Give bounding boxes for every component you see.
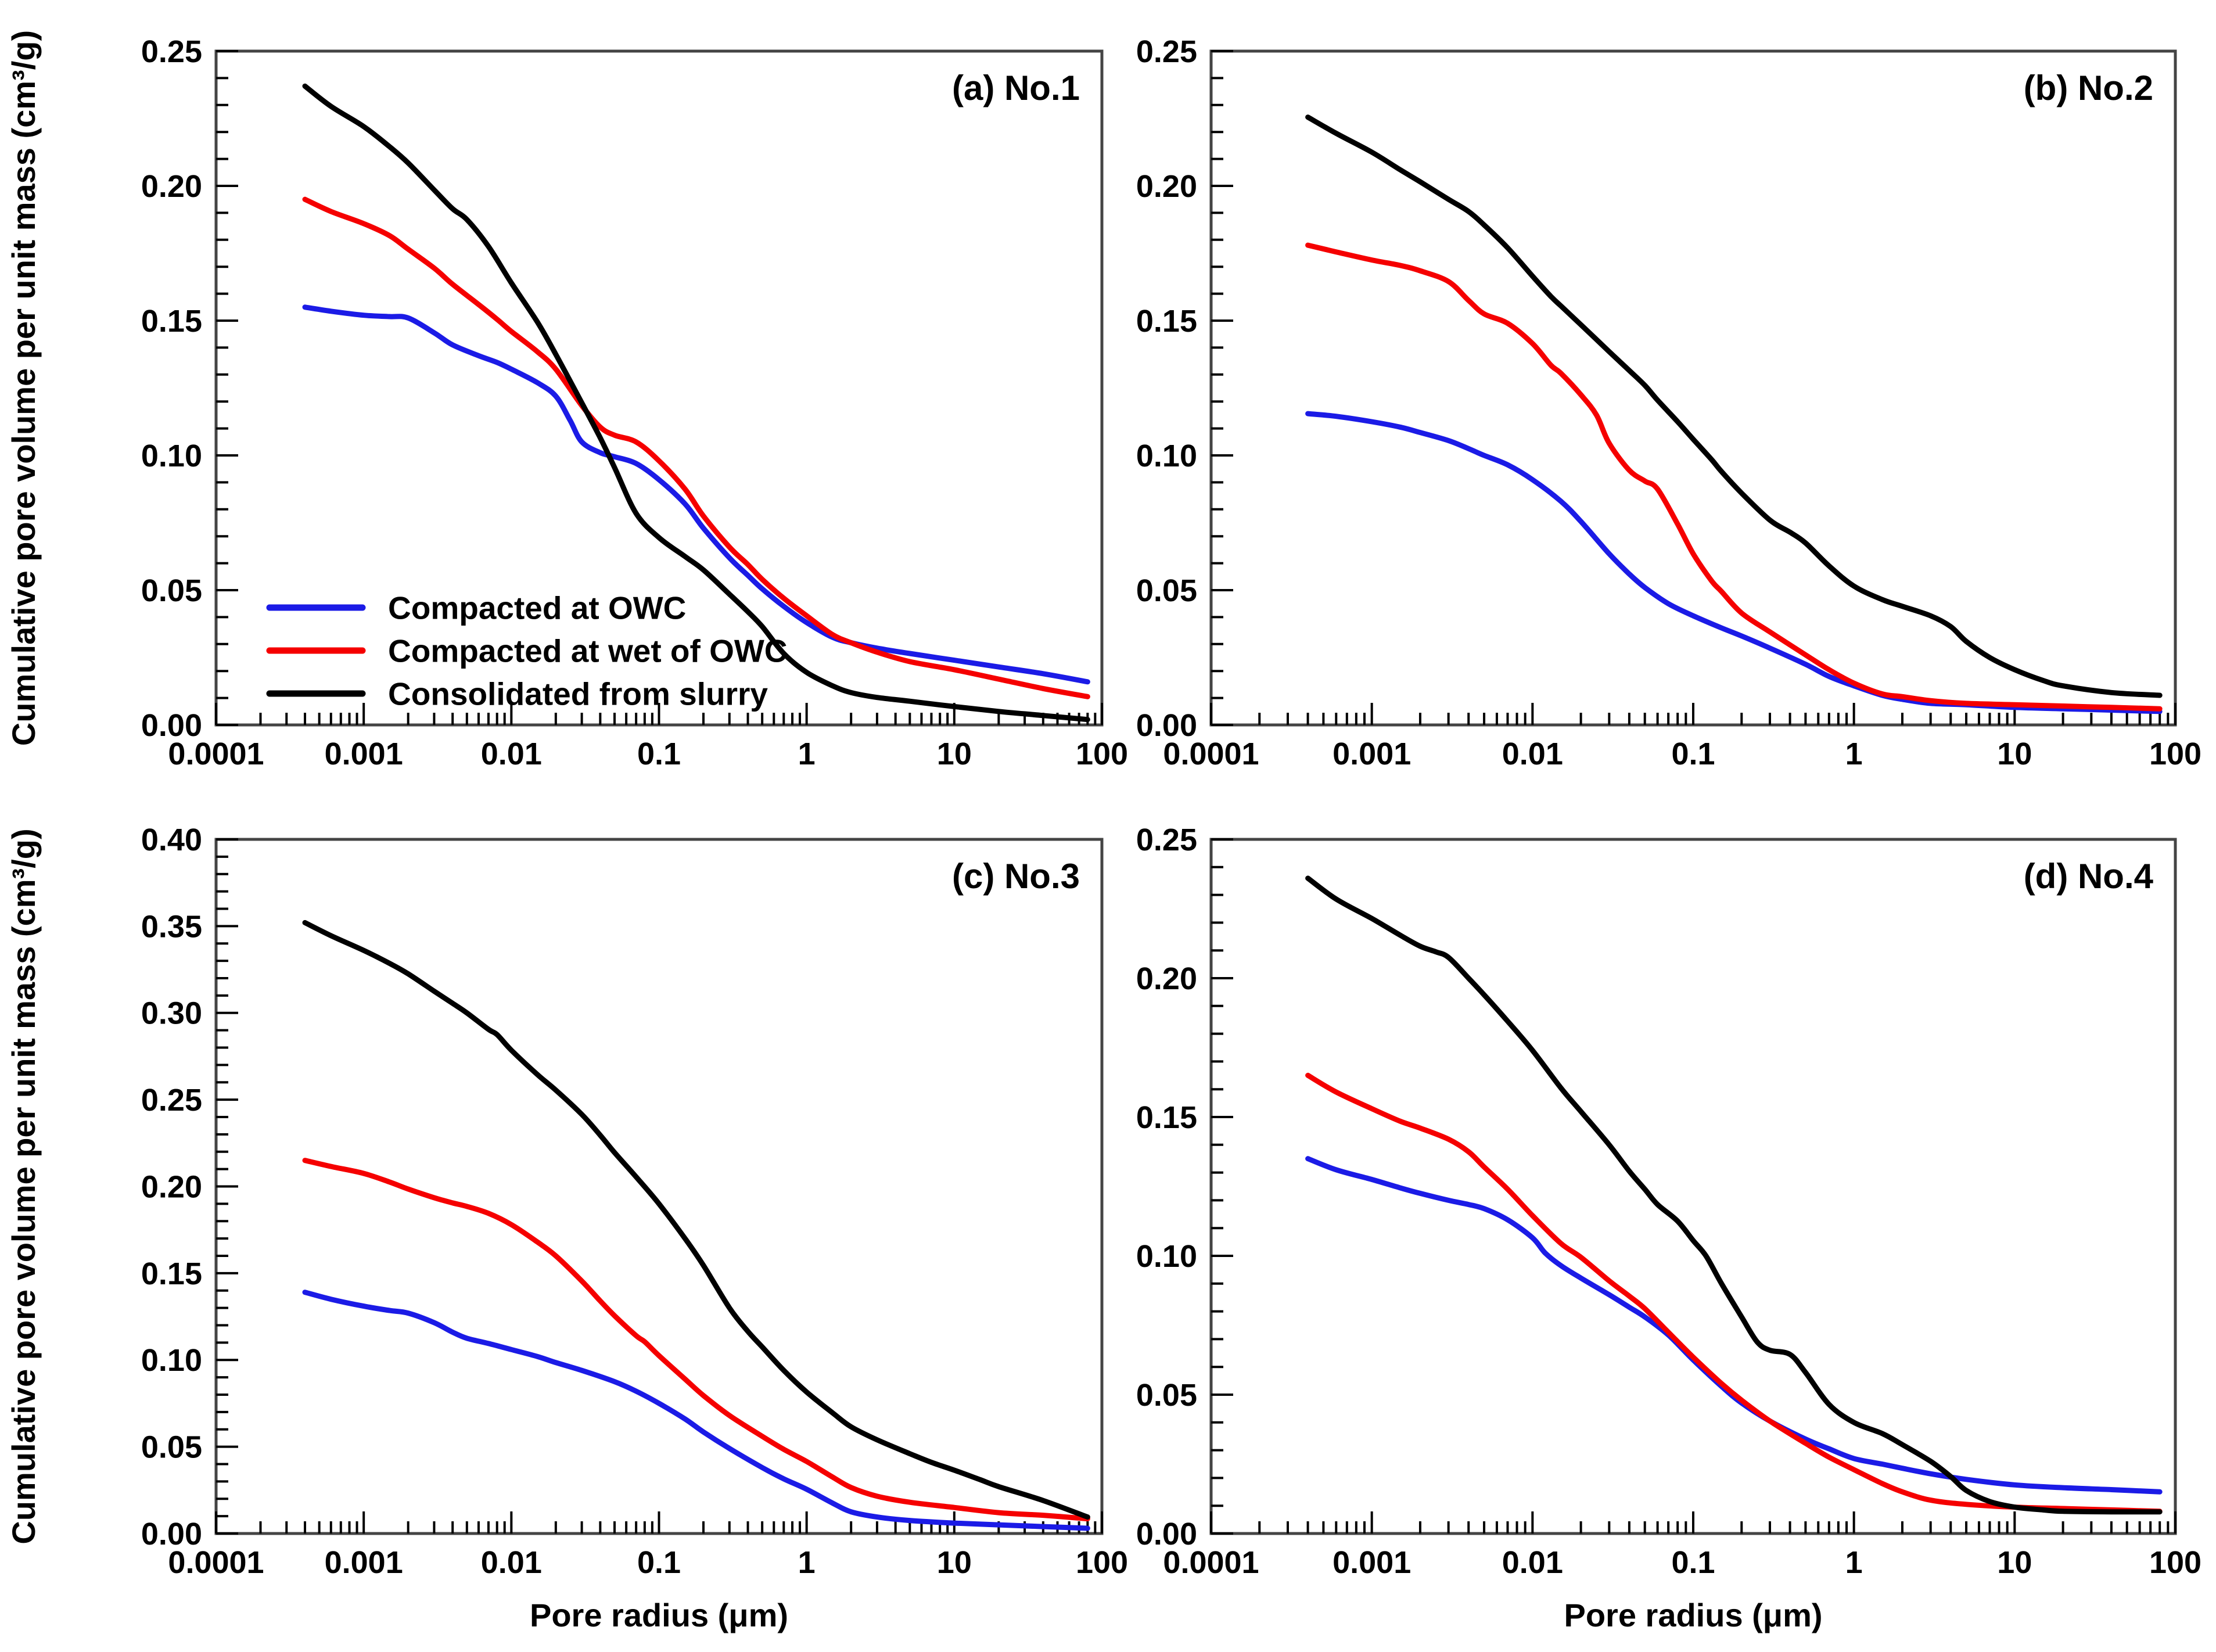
- panel-title-b: (b) No.2: [2024, 69, 2153, 107]
- x-tick-label: 1: [1845, 1545, 1863, 1580]
- x-tick-label: 0.1: [637, 1545, 681, 1580]
- y-tick-label: 0.15: [1136, 1100, 1197, 1135]
- x-tick-label: 0.01: [481, 1545, 542, 1580]
- x-tick-label: 0.0001: [1163, 737, 1259, 771]
- legend-label-compacted-at-wet-of-owc: Compacted at wet of OWC: [388, 633, 788, 669]
- y-tick-label: 0.25: [141, 1083, 202, 1118]
- y-tick-label: 0.10: [1136, 1239, 1197, 1274]
- x-tick-label: 10: [1997, 1545, 2032, 1580]
- series-line-compacted-at-owc: [1305, 411, 2163, 714]
- series-line-compacted-at-wet-of-owc: [1305, 1072, 2163, 1514]
- x-tick-label: 0.01: [481, 737, 542, 771]
- x-tick-label: 10: [937, 1545, 972, 1580]
- series-line-compacted-at-wet-of-owc: [302, 196, 1090, 699]
- x-tick-label: 0.0001: [168, 1545, 264, 1580]
- y-tick-label: 0.00: [141, 708, 202, 743]
- y-tick-label: 0.10: [141, 439, 202, 473]
- y-tick-label: 0.05: [1136, 573, 1197, 608]
- x-tick-label: 0.001: [1333, 1545, 1411, 1580]
- y-tick-label: 0.25: [141, 34, 202, 69]
- x-tick-label: 100: [1076, 1545, 1128, 1580]
- y-tick-label: 0.00: [141, 1517, 202, 1552]
- y-tick-label: 0.30: [141, 996, 202, 1031]
- series-line-consolidated-from-slurry: [1305, 114, 2163, 698]
- y-tick-label: 0.00: [1136, 1517, 1197, 1552]
- series-line-consolidated-from-slurry: [302, 83, 1090, 723]
- series-line-consolidated-from-slurry: [302, 920, 1090, 1520]
- y-tick-label: 0.40: [141, 823, 202, 857]
- x-tick-label: 100: [1076, 737, 1128, 771]
- x-tick-label: 0.1: [1671, 737, 1715, 771]
- series-line-compacted-at-owc: [302, 1290, 1090, 1531]
- y-tick-label: 0.15: [141, 1256, 202, 1291]
- x-tick-label: 0.0001: [1163, 1545, 1259, 1580]
- x-tick-label: 0.01: [1502, 737, 1563, 771]
- panel-a: 0.0001 0.001 0.01 0.1 1 10 100 0.25 0.20 0.15 0.10…: [5, 30, 1128, 771]
- y-tick-label: 0.15: [1136, 304, 1197, 339]
- panel-c: 0.0001 0.001 0.01 0.1 1 10 100 0.40 0.35 0.30 0.25…: [5, 823, 1128, 1633]
- y-tick-label: 0.20: [1136, 961, 1197, 996]
- y-tick-label: 0.10: [141, 1343, 202, 1378]
- series-line-compacted-at-wet-of-owc: [1305, 242, 2163, 712]
- x-tick-label: 0.001: [1333, 737, 1411, 771]
- plot-frame: [1209, 49, 2177, 727]
- panel-d: 0.0001 0.001 0.01 0.1 1 10 100 0.25 0.20 0.15 0.10…: [1136, 823, 2201, 1633]
- x-tick-label: 100: [2149, 737, 2201, 771]
- x-tick-label: 0.0001: [168, 737, 264, 771]
- x-tick-label: 1: [1845, 737, 1863, 771]
- panel-b: 0.0001 0.001 0.01 0.1 1 10 100 0.25 0.20 0.15 0.10…: [1136, 34, 2201, 771]
- x-tick-label: 0.001: [325, 737, 403, 771]
- y-tick-label: 0.05: [1136, 1378, 1197, 1413]
- legend-label-compacted-at-owc: Compacted at OWC: [388, 590, 686, 626]
- series-line-compacted-at-owc: [302, 304, 1090, 685]
- x-tick-label: 1: [798, 737, 816, 771]
- y-tick-label: 0.00: [1136, 708, 1197, 743]
- legend-label-consolidated-from-slurry: Consolidated from slurry: [388, 676, 768, 712]
- panel-title-d: (d) No.4: [2024, 857, 2154, 896]
- panel-title-a: (a) No.1: [952, 69, 1080, 107]
- y-tick-label: 0.25: [1136, 823, 1197, 857]
- y-tick-label: 0.20: [141, 1169, 202, 1204]
- x-tick-label: 1: [798, 1545, 816, 1580]
- plot-frame: [1209, 838, 2177, 1535]
- series-line-compacted-at-owc: [1305, 1156, 2163, 1495]
- y-tick-label: 0.15: [141, 304, 202, 339]
- panel-title-c: (c) No.3: [952, 857, 1080, 896]
- x-axis-title: Pore radius (μm): [530, 1597, 788, 1633]
- y-tick-label: 0.25: [1136, 34, 1197, 69]
- x-axis-title: Pore radius (μm): [1564, 1597, 1822, 1633]
- series-line-compacted-at-wet-of-owc: [302, 1158, 1090, 1522]
- x-tick-label: 0.1: [637, 737, 681, 771]
- y-tick-label: 0.05: [141, 1430, 202, 1465]
- y-tick-label: 0.10: [1136, 439, 1197, 473]
- y-tick-label: 0.20: [1136, 169, 1197, 204]
- y-tick-label: 0.35: [141, 909, 202, 944]
- x-tick-label: 0.1: [1671, 1545, 1715, 1580]
- y-axis-title: Cumulative pore volume per unit mass (cm…: [5, 828, 42, 1544]
- y-axis-title: Cumulative pore volume per unit mass (cm…: [5, 30, 42, 746]
- y-tick-label: 0.05: [141, 573, 202, 608]
- x-tick-label: 100: [2149, 1545, 2201, 1580]
- x-tick-label: 10: [1997, 737, 2032, 771]
- x-tick-label: 10: [937, 737, 972, 771]
- legend: Compacted at OWC Compacted at wet of OWC C…: [266, 590, 788, 712]
- x-tick-label: 0.01: [1502, 1545, 1563, 1580]
- x-tick-label: 0.001: [325, 1545, 403, 1580]
- y-tick-label: 0.20: [141, 169, 202, 204]
- series-line-consolidated-from-slurry: [1305, 875, 2163, 1515]
